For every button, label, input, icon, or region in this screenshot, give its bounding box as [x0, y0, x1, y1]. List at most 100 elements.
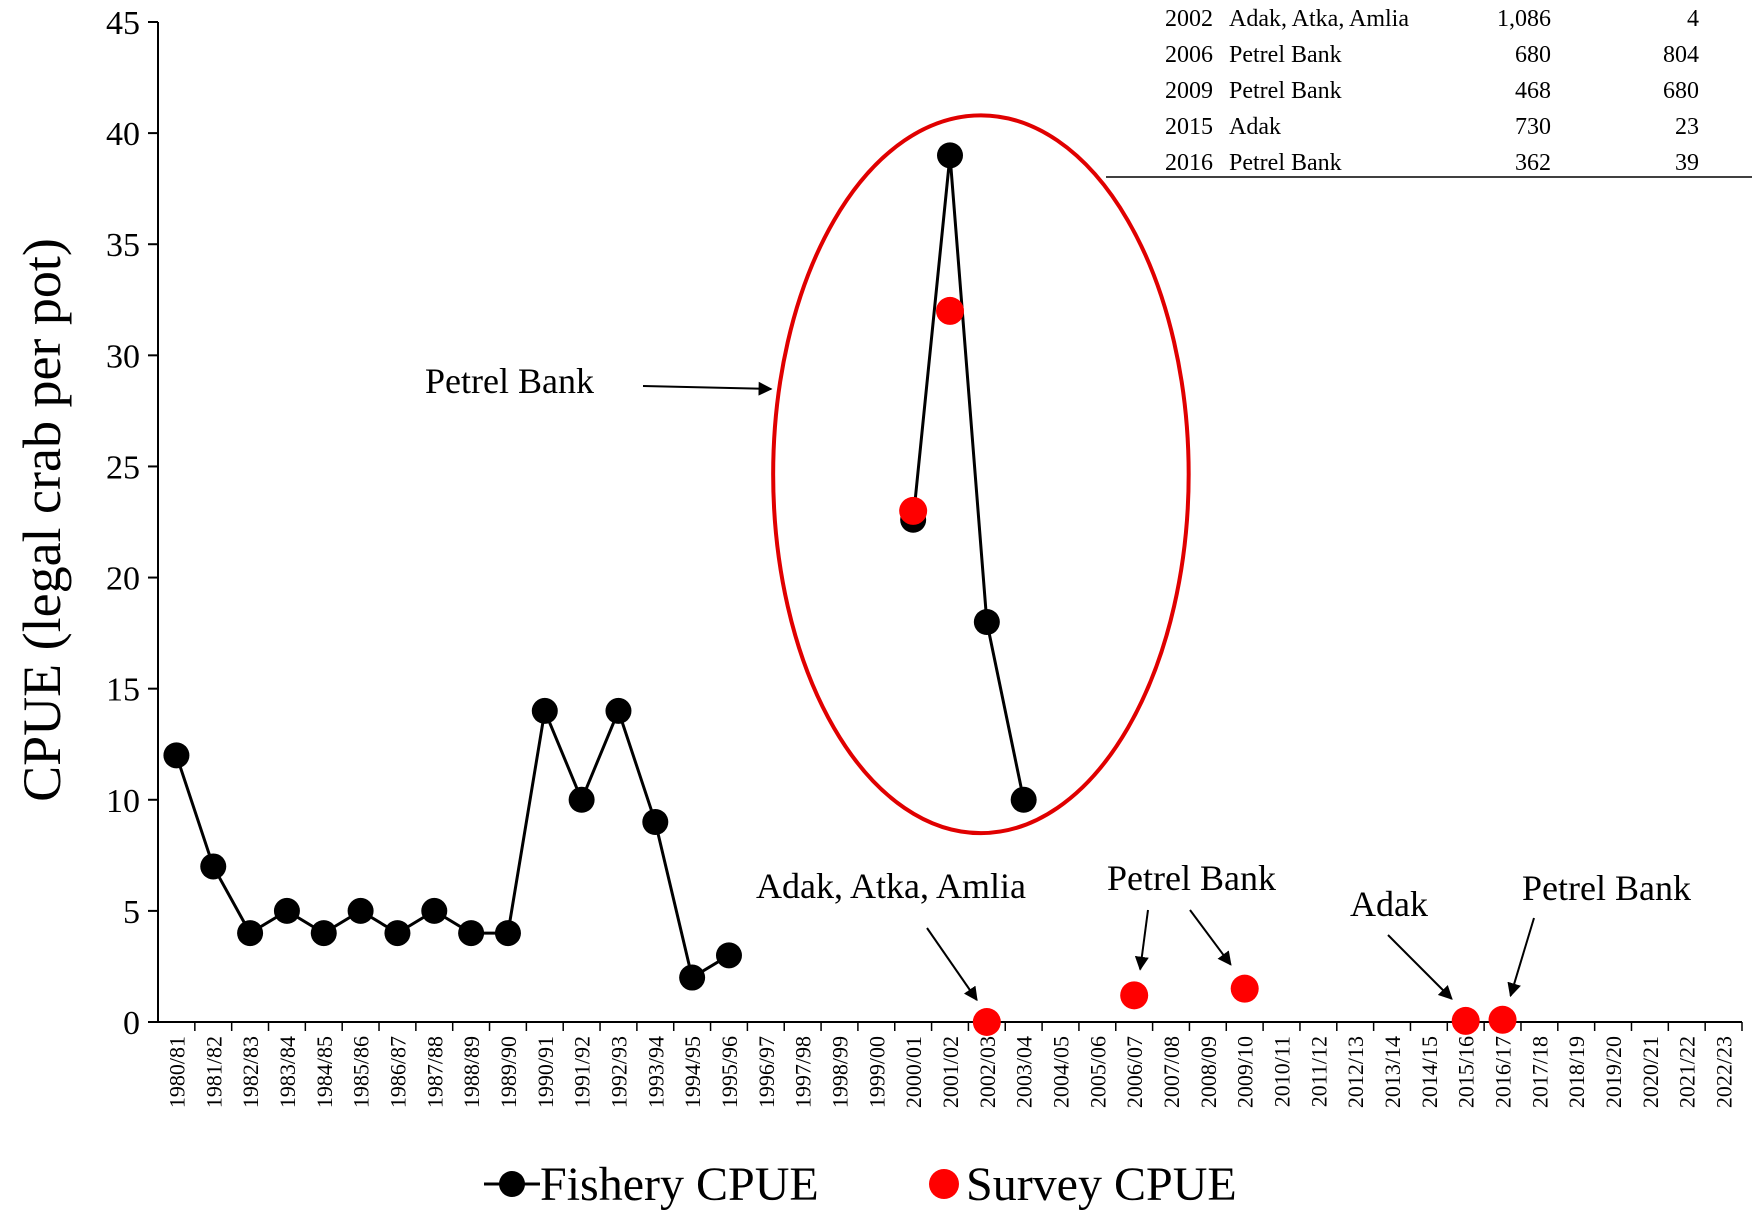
- x-tick-label: 2021/22: [1675, 1036, 1700, 1108]
- x-tick-label: 2009/10: [1233, 1036, 1258, 1108]
- annotation-label: Adak, Atka, Amlia: [756, 866, 1026, 906]
- y-tick-label: 40: [106, 116, 140, 153]
- x-tick-label: 1997/98: [791, 1036, 816, 1108]
- fishery-cpue-line: [911, 155, 1026, 801]
- table-cell: Petrel Bank: [1229, 42, 1342, 68]
- x-tick-label: 2010/11: [1270, 1036, 1295, 1107]
- survey-cpue-point: [1451, 1006, 1480, 1035]
- fishery-cpue-point: [715, 942, 742, 969]
- table-cell: Adak: [1229, 114, 1281, 140]
- x-tick-label: 1989/90: [496, 1036, 521, 1108]
- legend: Fishery CPUE Survey CPUE: [484, 1158, 1237, 1211]
- annotation-arrow: [1189, 909, 1232, 966]
- x-tick-label: 1990/91: [533, 1036, 558, 1108]
- table-cell: 468: [1515, 78, 1551, 104]
- table-cell: 730: [1515, 114, 1551, 140]
- y-tick-label: 45: [106, 5, 140, 42]
- x-tick-label: 2012/13: [1343, 1036, 1368, 1108]
- y-tick-label: 0: [123, 1005, 140, 1042]
- table-cell: 362: [1515, 150, 1551, 176]
- table-cell: 2015: [1165, 114, 1213, 140]
- y-tick-label: 10: [106, 783, 140, 820]
- x-tick-label: 2020/21: [1638, 1036, 1663, 1108]
- table-cell: 2009: [1165, 78, 1213, 104]
- x-tick-label: 1998/99: [827, 1036, 852, 1108]
- series: [163, 142, 1517, 1036]
- x-tick-label: 2002/03: [975, 1036, 1000, 1108]
- x-tick-label: 2011/12: [1306, 1036, 1331, 1107]
- table-cell: 2006: [1165, 42, 1213, 68]
- legend-fishery-marker: [499, 1171, 525, 1197]
- x-tick-label: 2007/08: [1159, 1036, 1184, 1108]
- fishery-cpue-point: [237, 920, 264, 947]
- annotation-label: Petrel Bank: [1522, 868, 1691, 908]
- x-tick-label: 2006/07: [1122, 1036, 1147, 1108]
- fishery-cpue-point: [310, 920, 337, 947]
- fishery-cpue-point: [568, 786, 595, 813]
- table-cell: 2002: [1165, 6, 1213, 32]
- y-tick-label: 25: [106, 449, 140, 486]
- annotation-arrow: [642, 381, 773, 396]
- legend-fishery-label: Fishery CPUE: [540, 1158, 819, 1211]
- x-tick-label: 1992/93: [606, 1036, 631, 1108]
- table-cell: Petrel Bank: [1229, 78, 1342, 104]
- x-tick-label: 1986/87: [385, 1036, 410, 1108]
- x-tick-label: 1982/83: [238, 1036, 263, 1108]
- x-tick-label: 1996/97: [754, 1036, 779, 1108]
- x-tick-label: 1981/82: [201, 1036, 226, 1108]
- y-tick-label: 35: [106, 227, 140, 264]
- survey-cpue-point: [1120, 981, 1149, 1010]
- x-tick-label: 2000/01: [901, 1036, 926, 1108]
- fishery-cpue-point: [347, 897, 374, 924]
- x-tick-label: 1988/89: [459, 1036, 484, 1108]
- annotation-arrow: [926, 927, 978, 1002]
- table-cell: 39: [1675, 150, 1699, 176]
- fishery-cpue-point: [384, 920, 411, 947]
- fishery-cpue-point: [973, 609, 1000, 635]
- table-cell: 804: [1663, 42, 1699, 68]
- fishery-cpue-point: [937, 142, 963, 169]
- fishery-cpue-point: [200, 853, 227, 880]
- table-cell: 680: [1663, 78, 1699, 104]
- survey-cpue-point: [936, 296, 964, 325]
- y-axis-label: CPUE (legal crab per pot): [12, 238, 72, 802]
- annotation-arrow: [1507, 917, 1535, 998]
- fishery-cpue-point: [458, 920, 485, 947]
- x-tick-label: 1993/94: [643, 1036, 668, 1108]
- fishery-cpue-line: [174, 705, 730, 980]
- x-tick-label: 2004/05: [1049, 1036, 1074, 1108]
- table-cell: 23: [1675, 114, 1699, 140]
- x-tick-label: 1999/00: [864, 1036, 889, 1108]
- fishery-cpue-point: [1010, 786, 1037, 813]
- survey-cpue-point: [1488, 1005, 1517, 1034]
- fishery-cpue-point: [273, 897, 300, 924]
- summary-table: 2002 Adak, Atka, Amlia 1,086 4 2006 Petrel Ba…: [1106, 6, 1752, 178]
- survey-cpue-point: [899, 496, 928, 525]
- x-tick-label: 2016/17: [1491, 1036, 1516, 1108]
- annotation-arrow: [1134, 909, 1149, 971]
- x-tick-label: 2018/19: [1564, 1036, 1589, 1108]
- table-cell: 4: [1687, 6, 1699, 32]
- x-tick-label: 2008/09: [1196, 1036, 1221, 1108]
- x-tick-label: 1983/84: [275, 1036, 300, 1108]
- table-cell: Petrel Bank: [1229, 150, 1342, 176]
- x-tick-label: 2015/16: [1454, 1036, 1479, 1108]
- fishery-cpue-point: [163, 742, 190, 769]
- x-tick-label: 1995/96: [717, 1036, 742, 1108]
- annotations: Petrel Bank Adak, Atka, Amlia Petrel Bank A…: [425, 113, 1691, 1002]
- fishery-cpue-point: [494, 920, 521, 947]
- x-tick-label: 2001/02: [938, 1036, 963, 1108]
- x-tick-label: 1987/88: [422, 1036, 447, 1108]
- x-tick-label: 2005/06: [1085, 1036, 1110, 1108]
- y-tick-label: 5: [123, 894, 140, 931]
- survey-cpue-point: [1230, 974, 1259, 1003]
- table-cell: 2016: [1165, 150, 1213, 176]
- table-cell: 1,086: [1497, 6, 1551, 32]
- y-tick-label: 20: [106, 561, 140, 598]
- legend-survey-marker: [929, 1169, 959, 1199]
- x-tick-label: 2013/14: [1380, 1036, 1405, 1108]
- x-tick-label: 2019/20: [1601, 1036, 1626, 1108]
- fishery-cpue-point: [605, 697, 632, 724]
- x-tick-label: 1980/81: [164, 1036, 189, 1108]
